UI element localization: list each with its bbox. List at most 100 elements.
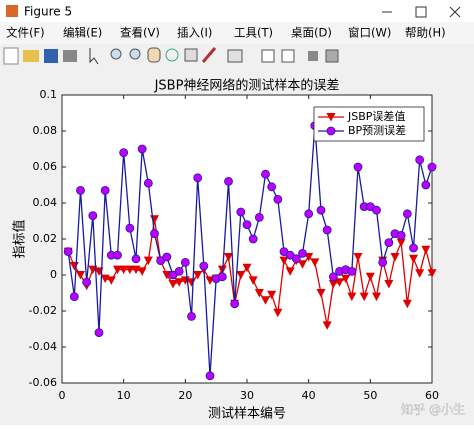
y-tick-label: 0.1 [40,88,58,101]
data-point [224,176,233,186]
data-point [421,245,431,255]
data-point [372,205,381,215]
watermark: 知乎 @小生 [401,403,465,417]
data-point [137,144,147,154]
tool-datatip[interactable] [184,48,198,62]
data-point [353,253,363,262]
menu-item[interactable]: 查看(V) [120,26,160,40]
data-point [372,292,381,302]
data-point [427,162,437,172]
tool-colorbar[interactable] [261,49,275,63]
maximize-button[interactable] [415,6,427,18]
tool-brush[interactable] [201,47,217,63]
data-point [168,280,178,289]
tool-zoom-out[interactable] [129,48,141,60]
x-tick-label: 60 [425,389,439,402]
tool-save[interactable] [44,49,58,63]
data-point [328,272,338,282]
tool-new[interactable] [3,47,19,65]
data-point [409,254,418,264]
menu-item[interactable]: 插入(I) [177,26,212,40]
data-point [261,296,270,305]
menu: 文件(F) 编辑(E) 查看(V) 插入(I) 工具(T) 桌面(D) 窗口(W) 帮助(H) [6,26,446,40]
y-tick-label: -0.02 [29,304,57,317]
menu-item[interactable]: 桌面(D) [291,26,332,40]
data-point [279,256,289,266]
app-icon [6,5,18,17]
y-tick-label: 0 [50,268,57,281]
data-point [384,238,394,248]
data-point [100,185,110,195]
data-point [248,276,258,285]
data-point [347,292,357,302]
tool-open[interactable] [23,50,39,62]
data-point [230,299,240,309]
data-point [316,205,326,215]
data-point [119,265,129,275]
tool-rotate[interactable] [165,48,179,62]
data-point [304,209,314,219]
data-point [291,254,301,264]
data-point [113,265,122,275]
data-point [125,265,135,275]
data-point [396,230,406,240]
chart-title: JSBP神经网络的测试样本的误差 [154,78,340,94]
tool-link[interactable] [227,49,243,63]
x-tick-label: 10 [117,389,131,402]
data-point [193,173,203,183]
data-point [365,272,375,282]
data-point [427,269,437,278]
data-point [119,148,129,158]
data-point [415,269,425,278]
data-point [248,234,258,244]
data-point [199,261,209,271]
data-point [409,243,418,253]
menu-item[interactable]: 编辑(E) [63,26,102,40]
y-tick-label: 0.08 [33,124,58,137]
data-point [396,238,406,248]
tool-print[interactable] [63,50,77,62]
data-point [359,292,369,302]
data-point [273,194,283,204]
tool-zoom-in[interactable] [110,48,122,60]
data-point [316,289,326,298]
data-point [267,290,277,300]
toolbar [3,47,339,65]
legend-label: BP预测误差 [348,123,406,137]
x-tick-label: 50 [363,389,377,402]
data-point [193,271,203,280]
menu-item[interactable]: 文件(F) [6,26,45,40]
data-point [174,278,184,287]
y-tick-label: -0.06 [29,376,57,389]
data-point [76,271,85,280]
menu-item[interactable]: 工具(T) [234,26,273,40]
data-point [261,169,270,179]
y-tick-label: 0.02 [33,232,58,245]
data-point [137,267,147,276]
data-point [236,271,246,280]
plot: 0 10 20 30 40 50 60 -0.06 -0.04 -0.02 0 0.02 0.04 0.0… [29,88,439,402]
data-point [82,277,92,287]
x-tick-label: 20 [178,389,192,402]
data-point [217,272,227,282]
data-point [273,308,283,318]
data-point [205,371,215,381]
tool-legend[interactable] [281,49,295,63]
data-point [347,266,357,276]
menu-item[interactable]: 窗口(W) [348,26,391,40]
tool-pointer[interactable] [89,48,99,65]
data-point [298,248,307,258]
close-button[interactable] [449,6,461,18]
data-point [162,252,172,262]
menu-item[interactable]: 帮助(H) [405,26,446,40]
legend-box [313,106,425,142]
tool-dock[interactable] [325,49,339,63]
y-axis-label: 指标值 [12,219,28,258]
data-point [402,209,412,219]
data-point [402,299,412,309]
data-point [174,266,184,276]
tool-pan[interactable] [147,47,161,63]
data-point [328,280,338,289]
tool-hide[interactable] [308,51,318,61]
